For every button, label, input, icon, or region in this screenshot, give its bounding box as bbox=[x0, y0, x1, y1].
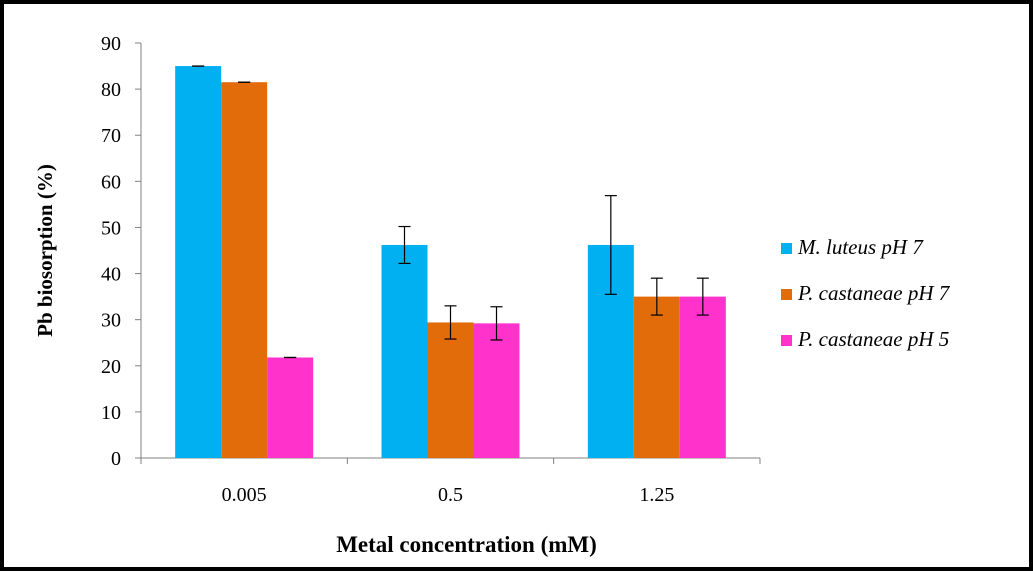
legend-entry: M. luteus pH 7 bbox=[797, 235, 924, 259]
legend-swatch bbox=[781, 289, 792, 300]
bar bbox=[381, 244, 428, 458]
chart: 0 10 20 30 40 50 60 70 80 90 0.005 0.5 1.25 Pb bios… bbox=[33, 33, 951, 557]
bars bbox=[175, 66, 726, 459]
y-tick-label: 50 bbox=[101, 217, 121, 239]
bar bbox=[221, 82, 268, 458]
legend-swatch bbox=[781, 243, 792, 254]
bar bbox=[679, 296, 726, 458]
y-tick-labels: 0 10 20 30 40 50 60 70 80 90 bbox=[101, 33, 121, 470]
y-tick-label: 70 bbox=[101, 125, 121, 147]
x-axis-label: Metal concentration (mM) bbox=[336, 532, 597, 557]
bar bbox=[473, 323, 520, 458]
x-tick-label: 0.005 bbox=[222, 484, 267, 506]
error-bars bbox=[192, 65, 709, 359]
legend-entry: P. castaneae pH 5 bbox=[797, 327, 949, 351]
bar bbox=[267, 357, 314, 458]
x-tick-label: 0.5 bbox=[438, 484, 463, 506]
x-tick-labels: 0.005 0.5 1.25 bbox=[222, 484, 675, 506]
y-tick-label: 10 bbox=[101, 402, 121, 424]
legend-entry: P. castaneae pH 7 bbox=[797, 281, 951, 305]
bar bbox=[175, 66, 222, 459]
bar bbox=[633, 296, 680, 458]
y-tick-label: 20 bbox=[101, 356, 121, 378]
y-tick-label: 30 bbox=[101, 310, 121, 332]
legend: M. luteus pH 7 P. castaneae pH 7 P. castan… bbox=[781, 235, 951, 351]
x-tick-label: 1.25 bbox=[639, 484, 674, 506]
y-tick-label: 0 bbox=[111, 448, 121, 470]
bar bbox=[427, 322, 474, 458]
legend-swatch bbox=[781, 335, 792, 346]
y-tick-label: 60 bbox=[101, 171, 121, 193]
y-tick-label: 40 bbox=[101, 264, 121, 286]
y-axis-label: Pb biosorption (%) bbox=[33, 164, 57, 337]
y-tick-label: 90 bbox=[101, 33, 121, 55]
y-tick-label: 80 bbox=[101, 79, 121, 101]
